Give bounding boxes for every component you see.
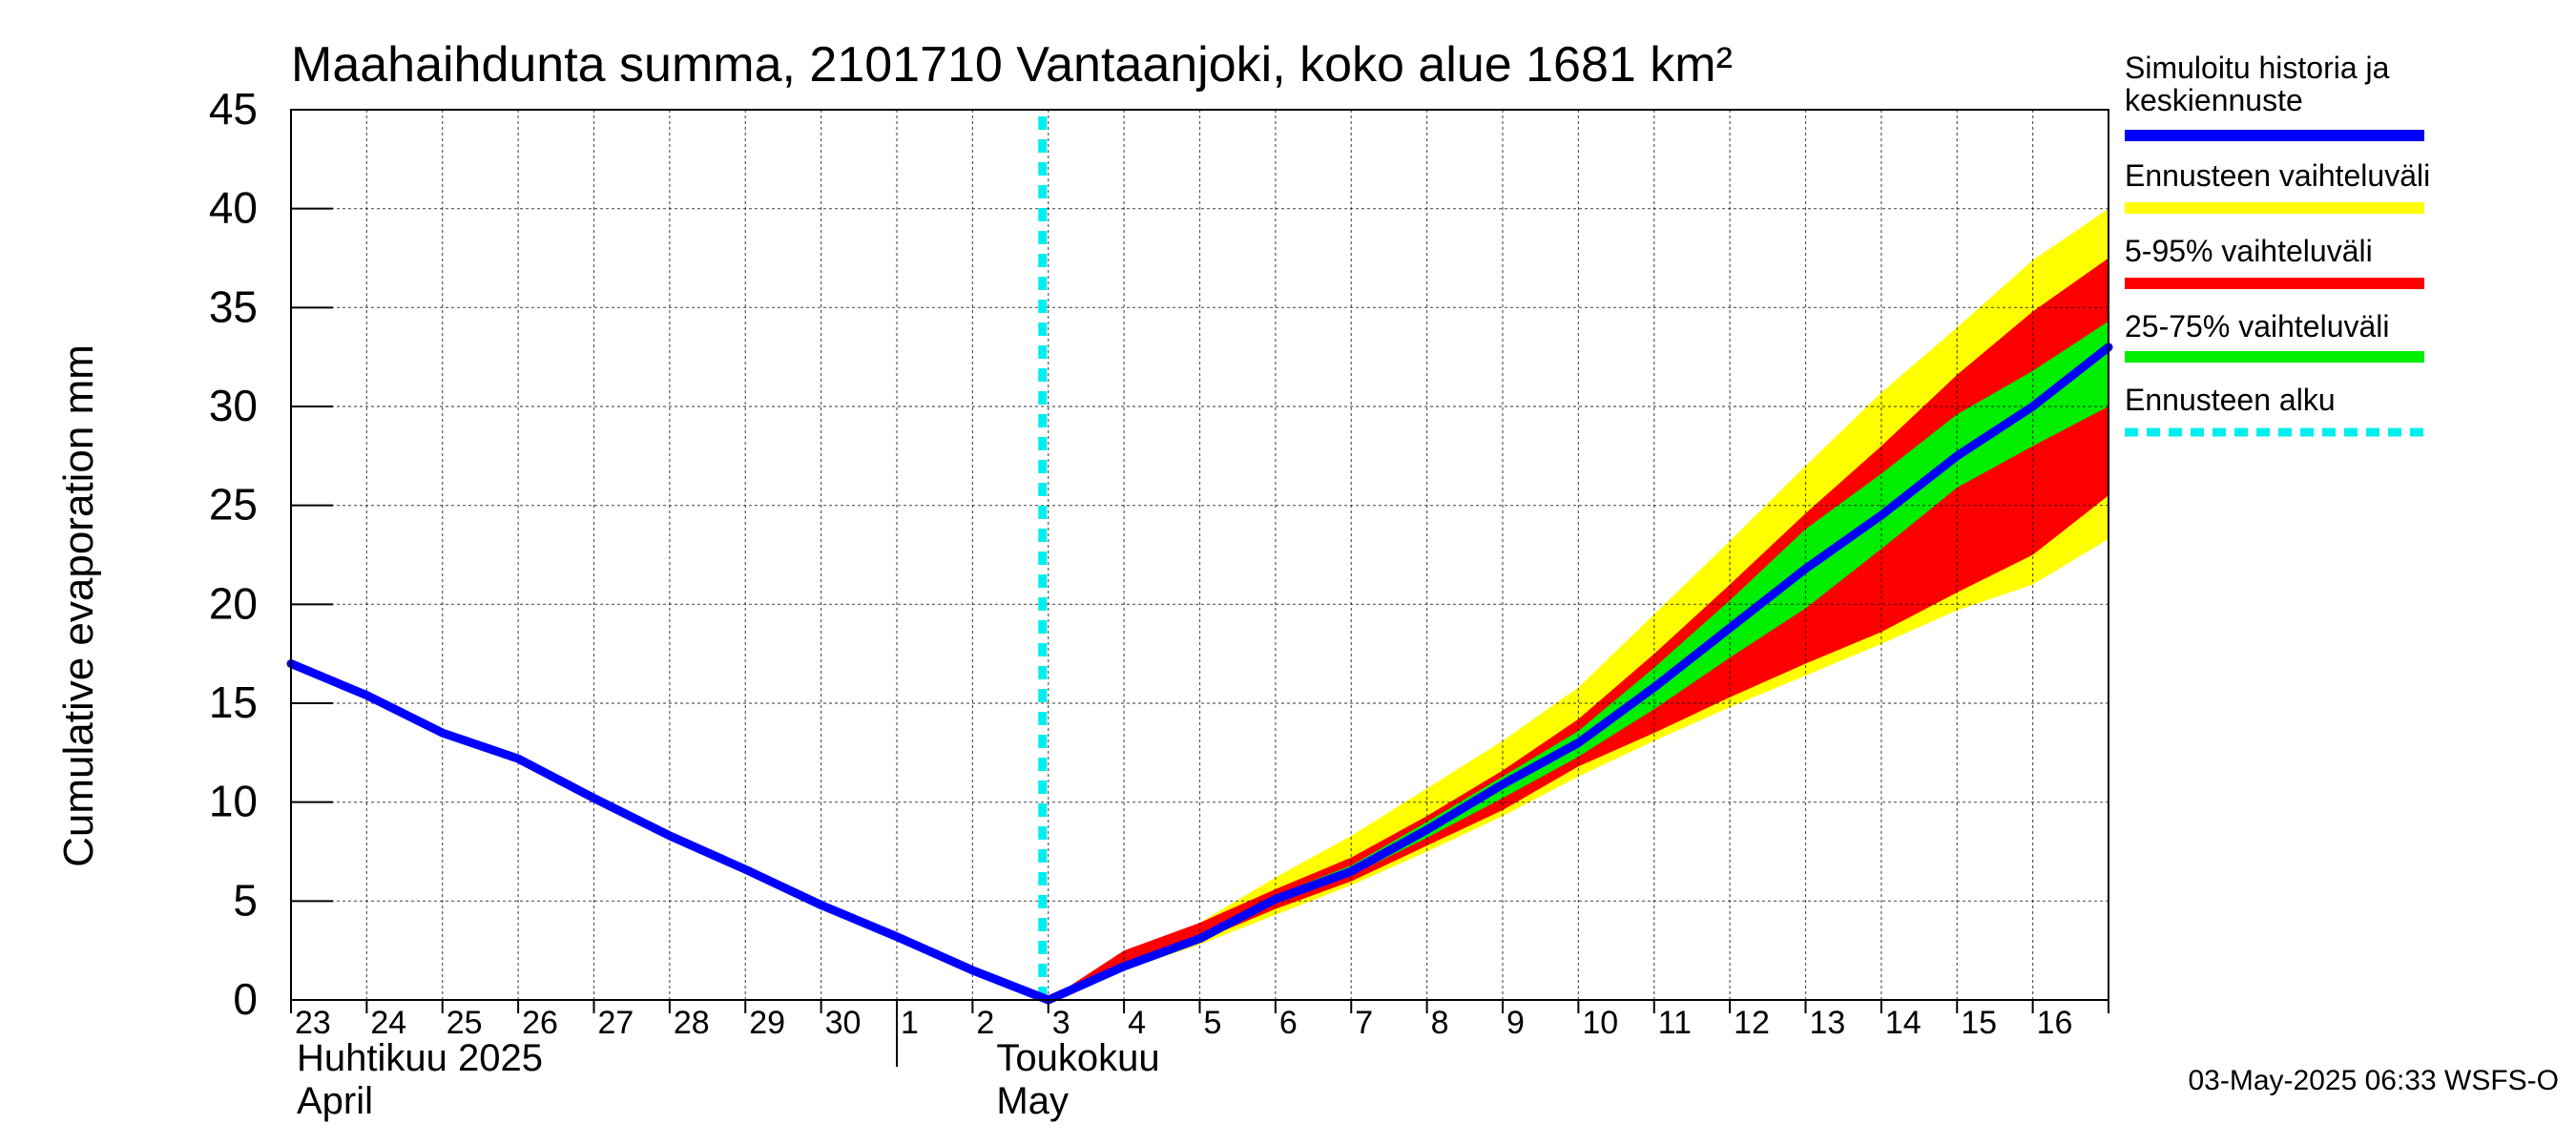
- x-tick-label: 12: [1734, 1005, 1770, 1041]
- x-tick-label: 23: [295, 1005, 331, 1041]
- x-tick-label: 24: [370, 1005, 406, 1041]
- x-tick-label: 9: [1506, 1005, 1525, 1041]
- axes: [290, 109, 2109, 1067]
- y-tick-label: 40: [209, 183, 258, 233]
- x-tick-label: 16: [2037, 1005, 2073, 1041]
- x-tick-label: 8: [1431, 1005, 1449, 1041]
- x-tick-label: 29: [749, 1005, 785, 1041]
- month-label-en: May: [996, 1080, 1069, 1122]
- y-tick-label: 35: [209, 281, 258, 331]
- series-line-0: [286, 343, 2113, 1005]
- x-tick-label: 6: [1279, 1005, 1298, 1041]
- y-tick-label: 45: [209, 84, 258, 134]
- band-2: [1048, 321, 2109, 1000]
- x-tick-label: 7: [1355, 1005, 1373, 1041]
- x-tick-label: 30: [825, 1005, 862, 1041]
- x-tick-label: 13: [1810, 1005, 1846, 1041]
- x-tick-label: 3: [1052, 1005, 1070, 1041]
- legend: Simuloitu historia ja keskiennuste Ennuste…: [2125, 51, 2430, 437]
- month-label-en: April: [297, 1080, 373, 1122]
- timestamp-footer: 03-May-2025 06:33 WSFS-O: [2189, 1065, 2560, 1096]
- x-tick-label: 5: [1204, 1005, 1222, 1041]
- legend-label: 25-75% vaihteluväli: [2125, 309, 2390, 344]
- x-tick-label: 11: [1658, 1005, 1692, 1041]
- grid-lines: [291, 109, 2109, 1000]
- x-tick-label: 2: [976, 1005, 994, 1041]
- x-tick-label: 4: [1128, 1005, 1146, 1041]
- x-tick-label: 28: [674, 1005, 710, 1041]
- x-tick-label: 27: [598, 1005, 634, 1041]
- x-tick-label: 26: [522, 1005, 558, 1041]
- y-tick-label: 10: [209, 777, 258, 826]
- y-tick-label: 5: [233, 875, 258, 925]
- legend-label: Ennusteen vaihteluväli: [2125, 158, 2430, 193]
- x-tick-labels: 23 24 25 26 27 28 29 30 1 2 3 4 5 6 7 8 9 10 11 12 13 14 15 16: [295, 1005, 2072, 1041]
- y-tick-labels: 0 5 10 15 20 25 30 35 40 45: [209, 84, 258, 1024]
- y-tick-label: 0: [233, 974, 258, 1024]
- month-label-fi: Huhtikuu 2025: [297, 1037, 543, 1079]
- x-tick-label: 10: [1582, 1005, 1618, 1041]
- y-tick-label: 20: [209, 578, 258, 628]
- y-tick-label: 30: [209, 381, 258, 430]
- y-axis-label: Cumulative evaporation mm: [55, 344, 102, 867]
- series-lines: [286, 343, 2113, 1005]
- legend-label: Ennusteen alku: [2125, 383, 2336, 417]
- y-tick-label: 25: [209, 480, 258, 530]
- month-label-fi: Toukokuu: [996, 1037, 1159, 1079]
- legend-label: 5-95% vaihteluväli: [2125, 234, 2373, 268]
- chart-title: Maahaihdunta summa, 2101710 Vantaanjoki,…: [291, 37, 1733, 93]
- legend-label: Simuloitu historia ja keskiennuste: [2125, 51, 2390, 117]
- x-tick-label: 15: [1961, 1005, 1997, 1041]
- y-tick-label: 15: [209, 677, 258, 727]
- x-tick-label: 25: [447, 1005, 483, 1041]
- x-tick-label: 14: [1885, 1005, 1922, 1041]
- x-tick-label: 1: [901, 1005, 919, 1041]
